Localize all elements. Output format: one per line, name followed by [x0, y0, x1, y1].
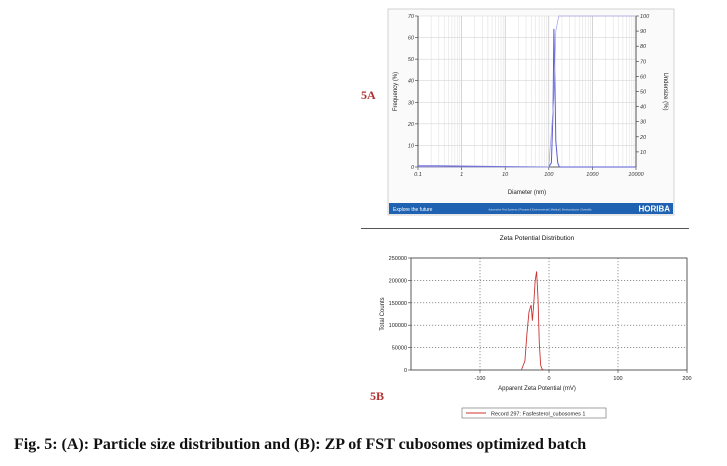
psd-x-tick-label: 0.1: [414, 172, 422, 178]
zeta-y-tick-label: 0: [404, 368, 407, 374]
horiba-divisions: Automotive Test Systems | Process & Envi…: [488, 208, 592, 212]
zeta-y-tick-label: 150000: [389, 301, 407, 307]
psd-y2-tick-label: 50: [640, 90, 647, 96]
zeta-y-tick-label: 250000: [389, 256, 407, 262]
psd-y2-axis-label: Undersize (%): [662, 72, 668, 110]
psd-y2-tick-label: 40: [640, 105, 647, 111]
psd-x-axis-label: Diameter (nm): [508, 190, 546, 196]
psd-y2-tick-label: 20: [639, 135, 647, 141]
psd-y-tick-label: 70: [408, 14, 415, 20]
horiba-tagline: Explore the future: [393, 207, 433, 213]
zeta-chart-title: Zeta Potential Distribution: [500, 235, 575, 242]
psd-y-tick-label: 40: [408, 79, 415, 85]
psd-undersize-line: [418, 15, 636, 168]
panel-separator: [361, 228, 689, 229]
psd-y2-tick-label: 80: [640, 44, 647, 50]
psd-y-tick-label: 60: [408, 36, 415, 42]
figure-caption: Fig. 5: (A): Particle size distribution …: [14, 436, 587, 453]
psd-x-tick-label: 1: [460, 172, 463, 178]
psd-plot-area: [418, 16, 636, 167]
psd-x-tick-label: 1000: [586, 172, 599, 178]
zeta-series-line: [520, 271, 544, 371]
zeta-plot-area: [410, 257, 688, 371]
horiba-logo: HORIBA: [638, 205, 670, 214]
zeta-y-tick-label: 200000: [389, 278, 407, 284]
zeta-x-tick-label: 200: [682, 376, 691, 382]
panel-label-b: 5B: [370, 389, 385, 403]
zeta-x-tick-label: -100: [474, 376, 485, 382]
zeta-legend-label: Record 297: Fasfesterol_cubosomes 1: [491, 412, 585, 418]
psd-y2-tick-label: 60: [640, 74, 647, 80]
zeta-x-tick-label: 100: [613, 376, 622, 382]
horiba-footer-bar: [389, 203, 673, 214]
psd-y-tick-label: 30: [408, 100, 415, 106]
psd-x-tick-label: 10000: [628, 172, 644, 178]
psd-y2-tick-label: 90: [640, 29, 647, 35]
psd-y-tick-label: 10: [408, 143, 415, 149]
psd-y-tick-label: 50: [408, 57, 415, 63]
psd-y-tick-label: 20: [407, 122, 415, 128]
psd-y-axis-label: Frequency (%): [393, 72, 399, 111]
psd-y2-tick-label: 100: [640, 14, 650, 20]
zeta-x-tick-label: 0: [547, 376, 550, 382]
psd-x-tick-label: 100: [544, 172, 554, 178]
psd-y2-tick-label: 30: [640, 120, 647, 126]
psd-y2-tick-label: 10: [640, 150, 647, 156]
psd-y-tick-label: 0: [411, 165, 415, 171]
zeta-y-tick-label: 100000: [389, 323, 407, 329]
zeta-y-axis-label: Total Counts: [380, 297, 386, 330]
psd-x-tick-label: 10: [502, 172, 509, 178]
panel-label-a: 5A: [361, 88, 376, 102]
zeta-y-tick-label: 50000: [392, 346, 407, 352]
psd-y2-tick-label: 70: [640, 59, 647, 65]
zeta-x-axis-label: Apparent Zeta Potential (mV): [498, 386, 576, 392]
zeta-legend-box: [461, 407, 607, 419]
